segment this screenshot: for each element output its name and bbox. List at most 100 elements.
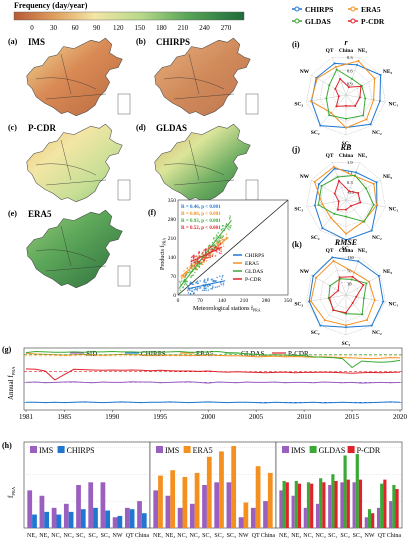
- scatter-point: [203, 286, 205, 288]
- scatter-point: [192, 292, 195, 295]
- panel-tag: (i): [292, 40, 300, 49]
- colorbar-title: Frequency (day/year): [14, 1, 88, 10]
- radar-point: [345, 104, 347, 107]
- scatter-point: [221, 276, 224, 278]
- y-tick-label: 210: [168, 236, 177, 242]
- radar-point: [375, 204, 378, 207]
- radar-axis-label: QT: [326, 153, 334, 159]
- x-tick-label: 140: [218, 298, 227, 304]
- radar-axis-label: SC₁: [342, 246, 351, 252]
- y-axis-label: fPRA: [7, 486, 16, 498]
- scatter-point: [203, 279, 206, 282]
- bar: [189, 503, 195, 528]
- category-label: NC₂: [189, 533, 199, 539]
- scatter-point: [197, 252, 200, 255]
- scatter-point: [215, 242, 218, 245]
- legend-label: GLDAS: [319, 446, 346, 455]
- scatter-point: [192, 261, 195, 264]
- x-tick-label: 2010: [297, 413, 312, 421]
- scatter-point: [215, 247, 218, 250]
- radar-point: [315, 276, 318, 279]
- radar-point: [321, 203, 324, 206]
- scatter-point: [209, 246, 212, 248]
- radar-point: [330, 111, 333, 114]
- radar-point: [335, 68, 338, 71]
- radar-axis-label: NC₁: [388, 101, 398, 107]
- scatter-point: [195, 267, 197, 270]
- radar-axis-label: NC₂: [372, 330, 382, 336]
- radar-point: [333, 212, 336, 215]
- x-tick-label: 350: [284, 298, 293, 304]
- scatter-point: [207, 247, 210, 249]
- legend-label: IMS: [39, 446, 53, 455]
- category-label: NE₂: [291, 533, 301, 539]
- x-tick-label: 2015: [345, 413, 360, 421]
- bar: [267, 472, 273, 528]
- scatter-point: [220, 252, 222, 255]
- scatter-point: [217, 244, 219, 246]
- scatter-point: [194, 261, 196, 264]
- scatter-point: [205, 259, 208, 262]
- category-label: SC₁: [76, 533, 85, 539]
- bar-subpanel: IMS ERA5 NE₁ NE₂ NC₁ NC₂ SC₁ SC₂ SC₃ NW QT China: [149, 441, 277, 539]
- bar: [291, 495, 295, 528]
- radar-axis-label: NE₁: [358, 48, 368, 54]
- bar: [63, 503, 69, 528]
- radar-ring-value: 0.3: [347, 180, 353, 185]
- scatter-point: [210, 278, 213, 281]
- x-tick-label: 70: [197, 298, 203, 304]
- scatter-point: [207, 254, 210, 256]
- radar-axis-label: SC₃: [294, 101, 303, 107]
- bar: [389, 501, 393, 528]
- scatter-point: [220, 250, 223, 253]
- colorbar-tick-label: 60: [72, 24, 80, 32]
- radar-spoke: [345, 294, 372, 326]
- radar-point: [372, 98, 375, 101]
- scatter-point: [228, 229, 230, 231]
- series-line: [25, 368, 401, 381]
- legend-label: GLDAS: [245, 269, 263, 275]
- scatter-point: [215, 234, 218, 236]
- radar-point: [309, 300, 312, 303]
- scatter-point: [204, 285, 207, 287]
- colorbar-tick-label: 30: [50, 24, 58, 32]
- legend-label: P-CDR: [361, 17, 385, 26]
- scatter-point: [220, 228, 223, 231]
- radar-spoke: [345, 162, 360, 201]
- category-label: NE₁: [27, 533, 37, 539]
- radar-point: [378, 100, 381, 102]
- scatter-point: [206, 257, 208, 259]
- radar-point: [365, 282, 368, 285]
- bar: [355, 454, 359, 528]
- radar-point: [372, 182, 375, 185]
- radar-spoke: [311, 179, 347, 201]
- radar-point: [329, 284, 331, 287]
- scatter-point: [229, 215, 232, 217]
- scatter-point: [209, 248, 212, 251]
- fit-line: [190, 246, 223, 263]
- radar-point: [319, 324, 322, 327]
- china-map-shape: [26, 37, 123, 117]
- category-label: China: [135, 533, 150, 539]
- category-label: NW: [113, 533, 123, 539]
- scatter-point: [216, 251, 218, 253]
- panel-tag: (j): [292, 145, 300, 154]
- bar: [310, 483, 314, 528]
- radar-point: [368, 280, 371, 283]
- south-china-sea-inset: [117, 93, 131, 115]
- scatter-point: [184, 280, 187, 283]
- scatter-point: [207, 256, 210, 259]
- scatter-point: [203, 281, 206, 284]
- radar-series-line: [317, 174, 375, 223]
- scatter-point: [213, 280, 216, 283]
- scatter-point: [193, 288, 196, 291]
- bar: [219, 451, 224, 528]
- scatter-point: [218, 285, 221, 288]
- scatter-point: [194, 255, 196, 258]
- china-map-shape: [26, 123, 123, 203]
- scatter-point: [183, 283, 186, 286]
- bar: [331, 474, 335, 528]
